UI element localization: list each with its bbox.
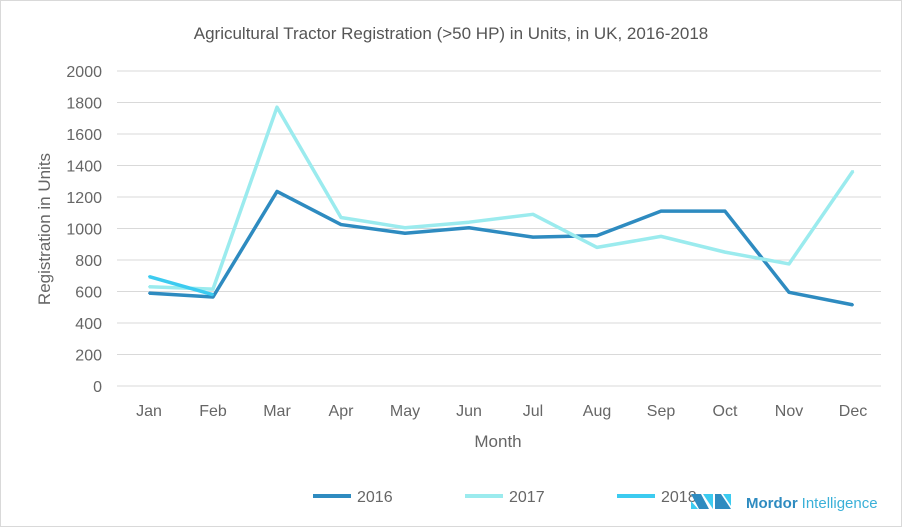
data-point-2016 [660, 210, 662, 213]
logo-mark [691, 501, 698, 509]
x-tick-label: Aug [583, 403, 611, 420]
data-point-2016 [788, 291, 790, 294]
series-line-2018 [148, 274, 214, 297]
legend-label: 2016 [357, 489, 393, 506]
legend-label: 2018 [661, 489, 697, 506]
x-tick-label: Apr [329, 403, 355, 420]
series-line-2016 [148, 189, 854, 307]
data-point-2017 [404, 226, 406, 229]
x-tick-label: Jul [523, 403, 543, 420]
x-tick-label: Jun [456, 403, 482, 420]
data-point-2016 [852, 303, 854, 306]
data-point-2016 [532, 236, 534, 239]
data-point-2016 [724, 210, 726, 213]
logo-mark [723, 494, 731, 506]
y-tick-label: 1000 [66, 222, 102, 239]
logo-text: Mordor Intelligence [746, 495, 878, 512]
y-axis-label: Registration in Units [35, 153, 54, 305]
legend-label: 2017 [509, 489, 545, 506]
data-point-2017 [852, 170, 854, 173]
data-point-2016 [468, 226, 470, 229]
y-tick-label: 1800 [66, 96, 102, 113]
data-point-2016 [276, 190, 278, 193]
data-point-2016 [404, 232, 406, 235]
x-tick-label: May [390, 403, 420, 420]
y-tick-label: 0 [93, 379, 102, 396]
logo-mark [715, 494, 731, 509]
data-point-2017 [340, 216, 342, 219]
data-point-2016 [340, 223, 342, 226]
data-point-2017 [468, 221, 470, 224]
x-tick-label: Nov [775, 403, 803, 420]
logo-mark [691, 494, 709, 509]
data-point-2018 [148, 275, 150, 278]
y-tick-label: 2000 [66, 64, 102, 81]
y-tick-label: 800 [75, 253, 102, 270]
data-point-2017 [148, 285, 150, 288]
x-tick-label: Sep [647, 403, 676, 420]
mordor-logo: Mordor Intelligence [691, 494, 878, 512]
x-tick-label: Oct [713, 403, 738, 420]
data-point-2017 [596, 246, 598, 249]
data-point-2018 [212, 293, 214, 296]
data-point-2016 [596, 234, 598, 237]
data-point-2016 [212, 296, 214, 299]
y-tick-label: 1400 [66, 159, 102, 176]
y-tick-label: 1600 [66, 127, 102, 144]
y-tick-label: 400 [75, 316, 102, 333]
data-point-2017 [724, 251, 726, 254]
x-tick-label: Mar [263, 403, 291, 420]
y-tick-label: 1200 [66, 190, 102, 207]
x-tick-label: Jan [136, 403, 162, 420]
data-point-2016 [148, 292, 150, 295]
data-point-2017 [660, 235, 662, 238]
data-point-2017 [532, 213, 534, 216]
x-tick-label: Feb [199, 403, 227, 420]
chart-title: Agricultural Tractor Registration (>50 H… [194, 24, 708, 43]
data-point-2017 [276, 106, 278, 109]
x-axis-label: Month [474, 432, 521, 451]
data-point-2017 [788, 262, 790, 265]
data-point-2017 [212, 288, 214, 291]
series-line-2017 [148, 105, 855, 291]
y-tick-label: 200 [75, 348, 102, 365]
logo-mark [703, 494, 713, 509]
x-tick-label: Dec [839, 403, 867, 420]
y-tick-label: 600 [75, 285, 102, 302]
